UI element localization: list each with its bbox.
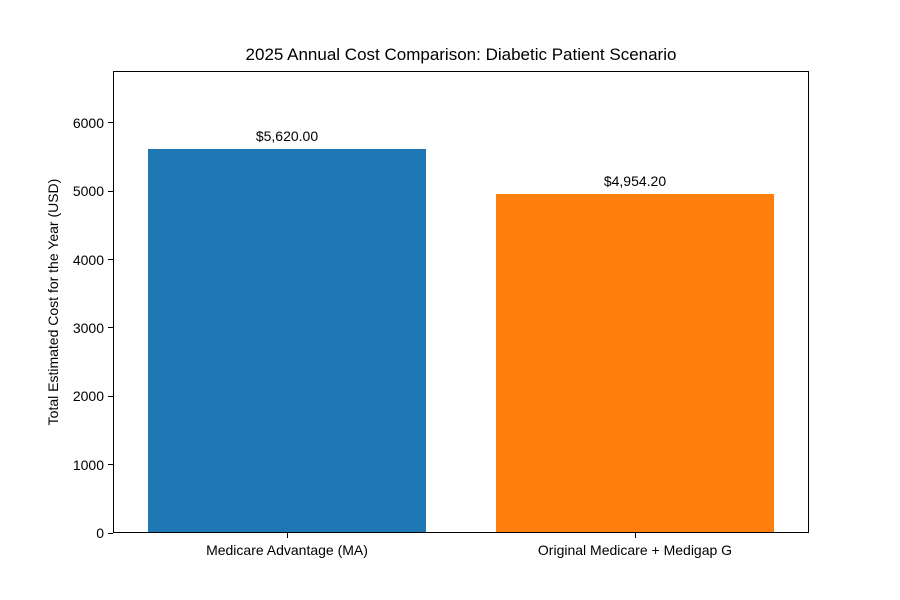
y-tick-mark xyxy=(108,259,113,261)
bar xyxy=(147,148,427,532)
x-tick-mark xyxy=(287,533,288,538)
y-tick-label: 3000 xyxy=(72,319,104,336)
chart-title: 2025 Annual Cost Comparison: Diabetic Pa… xyxy=(245,45,677,64)
bar-value-label: $5,620.00 xyxy=(255,127,319,144)
y-tick-label: 4000 xyxy=(72,251,104,268)
bar xyxy=(495,194,775,532)
y-tick-label: 2000 xyxy=(72,388,104,405)
x-category-label: Medicare Advantage (MA) xyxy=(206,542,368,558)
y-tick-mark xyxy=(108,122,113,124)
y-tick-mark xyxy=(108,327,113,329)
y-tick-label: 6000 xyxy=(72,114,104,131)
y-tick-label: 5000 xyxy=(72,183,104,200)
y-tick-mark xyxy=(108,464,113,466)
y-tick-label: 0 xyxy=(96,525,104,541)
y-tick-label: 1000 xyxy=(72,456,104,473)
x-category-label: Original Medicare + Medigap G xyxy=(537,542,733,558)
y-tick-mark xyxy=(108,190,113,192)
y-tick-mark xyxy=(108,532,113,534)
y-tick-mark xyxy=(108,395,113,397)
x-tick-mark xyxy=(635,533,636,538)
bar-value-label: $4,954.20 xyxy=(603,173,667,190)
